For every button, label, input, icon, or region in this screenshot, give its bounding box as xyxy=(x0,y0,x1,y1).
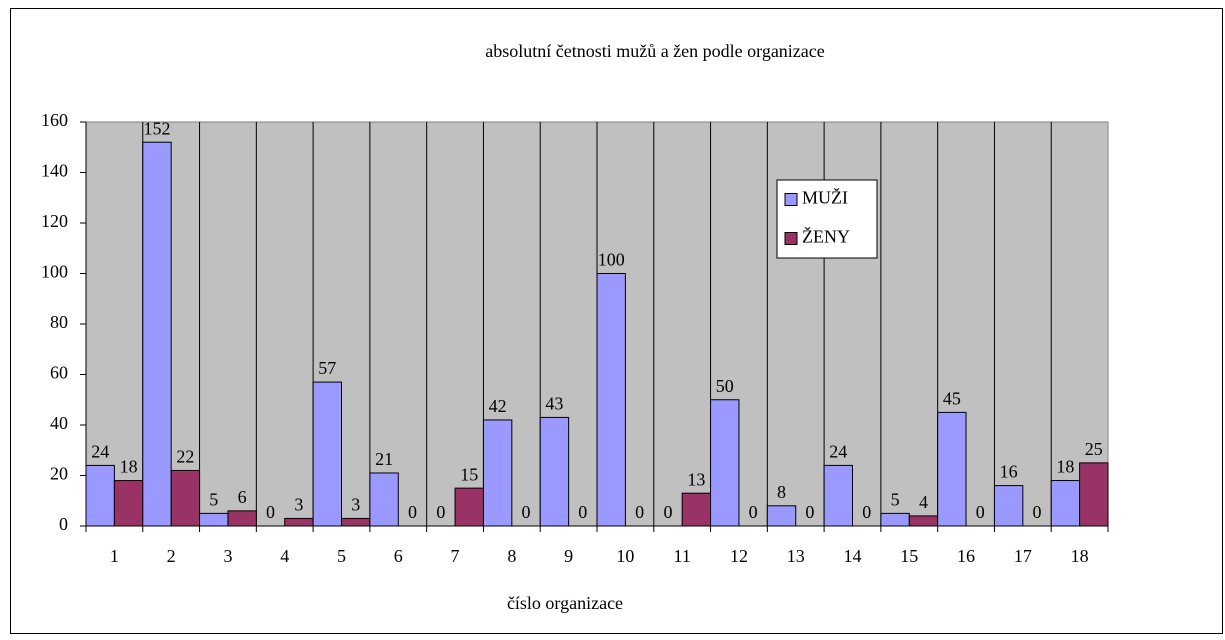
data-label: 18 xyxy=(120,457,138,477)
x-tick-label: 18 xyxy=(1071,546,1089,566)
data-label: 3 xyxy=(294,495,303,515)
data-label: 24 xyxy=(91,442,109,462)
data-label: 0 xyxy=(1033,502,1042,522)
legend-label: MUŽI xyxy=(802,187,848,208)
data-label: 0 xyxy=(522,502,531,522)
data-label: 0 xyxy=(862,502,871,522)
x-tick-label: 5 xyxy=(337,546,346,566)
bar xyxy=(1079,462,1109,527)
bar xyxy=(908,515,939,527)
data-label: 0 xyxy=(976,502,985,522)
bar xyxy=(710,399,740,527)
bar xyxy=(170,469,201,527)
y-tick-label: 100 xyxy=(41,262,68,282)
data-label: 25 xyxy=(1085,439,1103,459)
x-tick-label: 6 xyxy=(394,546,403,566)
bar xyxy=(681,492,712,527)
data-label: 8 xyxy=(777,482,786,502)
data-label: 50 xyxy=(716,376,734,396)
bar xyxy=(539,416,570,527)
data-label: 57 xyxy=(318,358,336,378)
data-label: 0 xyxy=(408,502,417,522)
y-tick-label: 120 xyxy=(41,211,68,231)
bar xyxy=(596,273,626,527)
data-label: 13 xyxy=(687,469,705,489)
data-label: 21 xyxy=(375,449,393,469)
data-label: 3 xyxy=(351,495,360,515)
data-label: 0 xyxy=(663,502,672,522)
bar xyxy=(284,517,314,527)
x-tick-label: 8 xyxy=(507,546,516,566)
data-label: 16 xyxy=(1000,462,1018,482)
bar xyxy=(369,472,399,527)
x-tick-label: 11 xyxy=(673,546,690,566)
data-label: 0 xyxy=(266,502,275,522)
data-label: 0 xyxy=(805,502,814,522)
data-label: 4 xyxy=(919,492,928,512)
bar xyxy=(341,517,371,527)
x-tick-label: 1 xyxy=(110,546,119,566)
x-tick-label: 10 xyxy=(616,546,634,566)
bar xyxy=(766,505,797,527)
data-label: 42 xyxy=(489,396,507,416)
x-tick-label: 12 xyxy=(730,546,748,566)
bar xyxy=(227,510,257,527)
data-label: 18 xyxy=(1056,457,1074,477)
x-axis-label: číslo organizace xyxy=(507,593,623,613)
bar xyxy=(823,464,853,527)
bar xyxy=(482,419,513,527)
x-tick-label: 13 xyxy=(787,546,805,566)
data-label: 15 xyxy=(460,464,478,484)
y-tick-label: 140 xyxy=(41,161,68,181)
bar xyxy=(85,464,115,527)
data-label: 100 xyxy=(598,250,625,270)
legend-swatch xyxy=(784,232,798,245)
legend-label: ŽENY xyxy=(802,226,850,247)
y-tick-label: 80 xyxy=(50,312,68,332)
x-tick-label: 9 xyxy=(564,546,573,566)
bar xyxy=(454,487,484,527)
data-label: 0 xyxy=(578,502,587,522)
bar xyxy=(312,381,343,527)
bar xyxy=(937,411,967,527)
y-tick-label: 20 xyxy=(50,464,68,484)
data-label: 0 xyxy=(436,502,445,522)
bar xyxy=(880,512,910,527)
x-tick-label: 7 xyxy=(451,546,460,566)
data-label: 5 xyxy=(891,490,900,510)
data-label: 45 xyxy=(943,389,961,409)
x-tick-label: 4 xyxy=(280,546,289,566)
data-label: 6 xyxy=(238,487,247,507)
y-tick-label: 160 xyxy=(41,110,68,130)
bar xyxy=(113,480,144,527)
data-label: 5 xyxy=(209,490,218,510)
x-tick-label: 16 xyxy=(957,546,975,566)
x-tick-label: 14 xyxy=(844,546,862,566)
x-tick-label: 2 xyxy=(167,546,176,566)
x-tick-label: 3 xyxy=(223,546,232,566)
data-label: 24 xyxy=(829,442,847,462)
legend-swatch xyxy=(784,193,798,206)
x-tick-label: 17 xyxy=(1014,546,1032,566)
x-tick-label: 15 xyxy=(900,546,918,566)
data-label: 0 xyxy=(749,502,758,522)
bar xyxy=(1050,480,1081,527)
data-label: 152 xyxy=(143,118,170,138)
bar xyxy=(993,485,1024,527)
data-label: 43 xyxy=(545,394,563,414)
chart-title: absolutní četnosti mužů a žen podle orga… xyxy=(485,41,825,61)
y-tick-label: 40 xyxy=(50,413,68,433)
data-label: 22 xyxy=(176,447,194,467)
data-label: 0 xyxy=(635,502,644,522)
y-tick-label: 60 xyxy=(50,363,68,383)
bar xyxy=(142,141,172,527)
bar xyxy=(199,512,229,527)
y-tick-label: 0 xyxy=(59,514,68,534)
